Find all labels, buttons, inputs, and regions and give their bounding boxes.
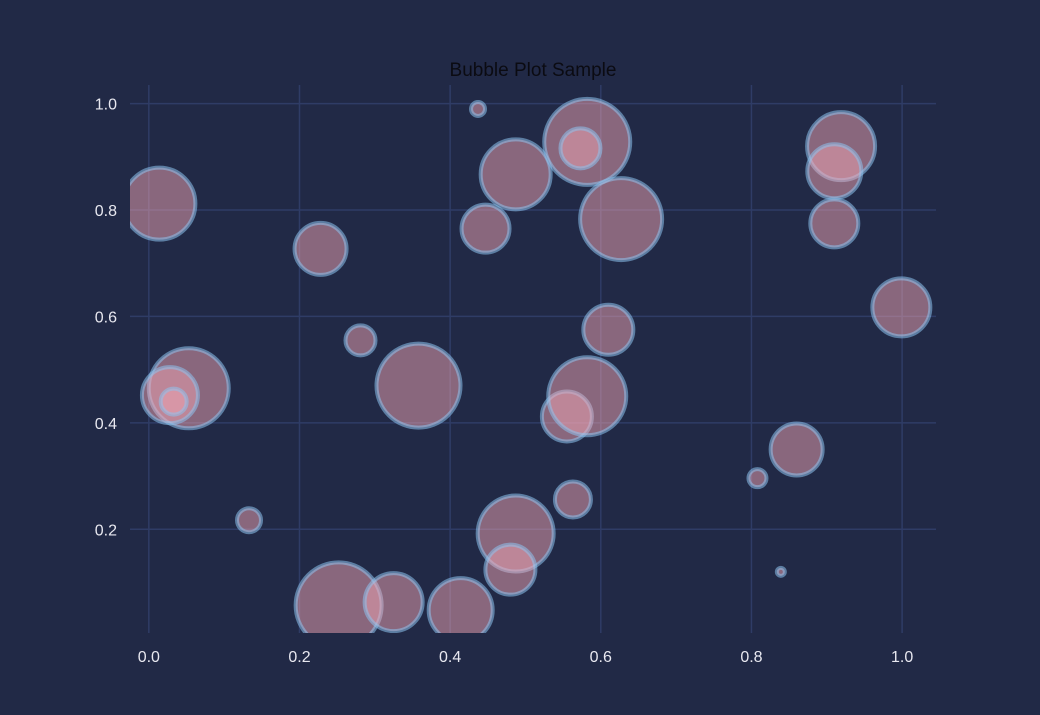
bubble-point [483, 542, 538, 597]
bubble-point [374, 341, 463, 430]
y-axis-ticks: 0.2 0.4 0.6 0.8 1.0 [95, 97, 117, 540]
bubble-point [870, 276, 933, 339]
bubble-point [469, 99, 488, 118]
x-tick-label: 0.2 [288, 649, 310, 666]
bubble-point [235, 506, 264, 535]
bubble-point [746, 467, 769, 490]
chart-title: Bubble Plot Sample [450, 60, 617, 81]
y-tick-label: 1.0 [95, 97, 117, 114]
bubble-point [558, 126, 603, 171]
y-tick-label: 0.2 [95, 522, 117, 539]
bubble-point [343, 323, 378, 358]
grid-lines [130, 85, 936, 633]
x-tick-label: 1.0 [891, 649, 913, 666]
bubble-point [774, 565, 787, 578]
bubble-point [426, 576, 495, 633]
x-tick-label: 0.6 [590, 649, 612, 666]
bubble-point [130, 165, 198, 242]
x-tick-label: 0.8 [740, 649, 762, 666]
x-tick-label: 0.4 [439, 649, 461, 666]
bubble-point [768, 421, 825, 478]
x-axis-ticks: 0.0 0.2 0.4 0.6 0.8 1.0 [138, 649, 914, 666]
bubble-point [805, 142, 864, 201]
bubble-point [546, 355, 629, 438]
x-tick-label: 0.0 [138, 649, 160, 666]
bubble-point [158, 386, 189, 417]
bubble-series [130, 96, 933, 633]
y-tick-label: 0.6 [95, 309, 117, 326]
y-tick-label: 0.8 [95, 203, 117, 220]
bubble-point [478, 137, 553, 212]
bubble-point [808, 197, 861, 250]
bubble-point [581, 302, 636, 357]
bubble-point [362, 571, 425, 633]
y-tick-label: 0.4 [95, 416, 117, 433]
bubble-point [578, 176, 665, 263]
bubble-point [552, 479, 593, 520]
bubble-point [292, 220, 349, 277]
bubble-point [459, 202, 512, 255]
